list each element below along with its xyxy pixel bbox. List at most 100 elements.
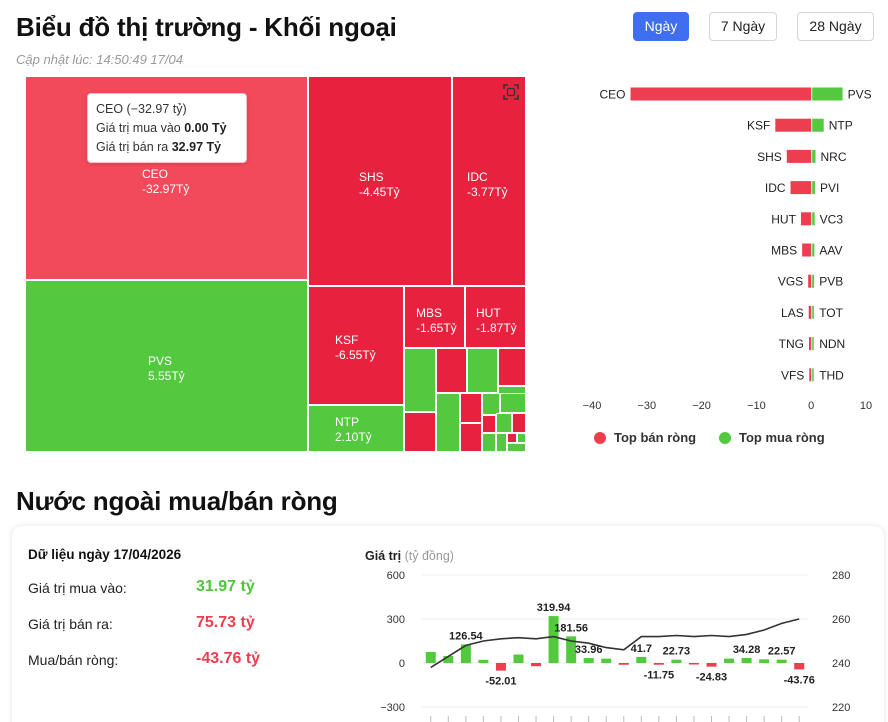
net-flow-bar[interactable] [531,663,542,667]
y-tick-label: 600 [387,570,405,582]
treemap-cell-small[interactable] [496,413,512,433]
net-flow-bar[interactable] [688,663,699,665]
bar-sell-tng[interactable] [809,337,812,351]
bar-value-label: -43.76 [784,674,815,686]
bar-sell-vfs[interactable] [809,368,812,382]
net-flow-bar[interactable] [548,616,559,663]
net-flow-bar[interactable] [759,659,770,663]
bar-buy-pvs[interactable] [812,87,843,101]
x-tick-label: 0 [808,400,814,412]
legend-sell[interactable]: Top bán ròng [594,430,696,445]
treemap-cell-small[interactable] [500,393,526,413]
bar-buy-ndn[interactable] [812,337,814,351]
net-flow-bar[interactable] [618,663,629,665]
net-flow-bar[interactable] [583,658,594,663]
bar-buy-vc3[interactable] [812,212,815,226]
net-flow-bar[interactable] [425,652,436,663]
net-flow-bar[interactable] [653,663,664,665]
stat-sell-value: 75.73 tỷ [196,614,255,631]
net-flow-bar[interactable] [495,663,506,671]
tooltip-buy-label: Giá trị mua vào [96,121,185,135]
treemap-cell-small[interactable] [460,393,482,423]
tooltip-sell-label: Giá trị bán ra [96,140,172,154]
treemap-cell-small[interactable] [404,348,436,412]
treemap-cell-pvs[interactable]: PVS 5.55Tỷ [25,280,308,452]
treemap-cell-small[interactable] [512,413,526,433]
legend-buy[interactable]: Top mua ròng [719,430,825,445]
treemap-cell-ksf[interactable]: KSF -6.55Tỷ [308,286,404,405]
net-flow-card [12,526,884,722]
net-flow-bar[interactable] [636,656,647,663]
treemap-cell-small[interactable] [482,393,500,415]
treemap-cell-small[interactable] [507,433,517,443]
buy-ticker-label: AAV [819,244,842,258]
treemap-cell-ntp[interactable]: NTP 2.10Tỷ [308,405,404,452]
ticker-label: HUT [476,306,501,320]
x-tick-label: 10 [860,400,872,412]
net-flow-bar[interactable] [741,657,752,663]
treemap-cell-small[interactable] [517,433,526,443]
net-flow-bar[interactable] [566,636,577,663]
bar-sell-vgs[interactable] [808,274,812,288]
treemap-cell-small[interactable] [498,348,526,386]
buy-ticker-label: PVI [820,181,839,195]
stat-sell-label: Giá trị bán ra: [28,616,113,632]
treemap-cell-small[interactable] [436,393,460,452]
tab-28-days[interactable]: 28 Ngày [797,12,874,41]
net-flow-bar[interactable] [513,654,524,663]
legend-sell-swatch [594,431,606,444]
bar-buy-ntp[interactable] [812,118,824,132]
net-flow-bar[interactable] [460,644,471,663]
treemap-cell-small[interactable] [482,415,496,433]
net-flow-bar[interactable] [706,663,717,667]
net-flow-bar[interactable] [601,658,612,663]
treemap-cell-ceo[interactable]: CEO -32.97Tỷ [25,76,308,280]
treemap-cell-small[interactable] [467,348,498,393]
tab-7-days[interactable]: 7 Ngày [709,12,777,41]
net-flow-bar[interactable] [443,655,454,663]
y2-tick-label: 240 [832,658,850,670]
treemap-cell-small[interactable] [507,443,526,452]
bar-buy-nrc[interactable] [812,149,816,163]
treemap-cell-shs[interactable]: SHS -4.45Tỷ [308,76,452,286]
bar-buy-aav[interactable] [812,243,815,257]
bar-value-label: 319.94 [537,602,572,614]
bar-value-label: 22.57 [768,646,796,658]
bar-value-label: 34.28 [733,644,761,656]
treemap-cell-idc[interactable]: IDC -3.77Tỷ [452,76,526,286]
net-flow-bar[interactable] [794,663,805,670]
bar-buy-tot[interactable] [812,305,814,319]
value-label: -4.45Tỷ [359,185,400,199]
net-flow-bar[interactable] [478,659,489,663]
bar-sell-las[interactable] [808,305,812,319]
treemap-cell-small[interactable] [496,433,507,452]
treemap-cell-small[interactable] [436,348,467,393]
bar-sell-mbs[interactable] [802,243,812,257]
net-flow-bar[interactable] [724,658,735,663]
treemap-cell-small[interactable] [460,423,482,452]
bar-sell-ksf[interactable] [775,118,812,132]
bar-sell-hut[interactable] [800,212,812,226]
treemap-cell-mbs[interactable]: MBS -1.65Tỷ [404,286,465,348]
page-title: Biểu đồ thị trường - Khối ngoại [16,12,397,42]
treemap-cell-hut[interactable]: HUT -1.87Tỷ [465,286,526,348]
y-tick-label: 300 [387,614,405,626]
bar-buy-pvb[interactable] [812,274,815,288]
ticker-label: SHS [359,170,384,184]
x-tick-label: −10 [747,400,766,412]
sell-ticker-label: VFS [781,368,804,382]
bar-sell-ceo[interactable] [630,87,812,101]
fullscreen-focus-icon[interactable] [503,84,519,100]
treemap-cell-small[interactable] [482,433,496,452]
treemap-cell-small[interactable] [404,412,436,452]
tab-day[interactable]: Ngày [633,12,689,41]
bar-value-label: 22.73 [663,646,691,658]
bar-buy-thd[interactable] [812,368,814,382]
net-flow-bar[interactable] [671,659,682,663]
value-label: 5.55Tỷ [148,369,185,383]
bar-buy-pvi[interactable] [812,181,815,195]
net-flow-bar[interactable] [776,659,787,663]
bar-sell-idc[interactable] [790,181,812,195]
bar-sell-shs[interactable] [786,149,812,163]
stat-buy-label: Giá trị mua vào: [28,580,127,596]
